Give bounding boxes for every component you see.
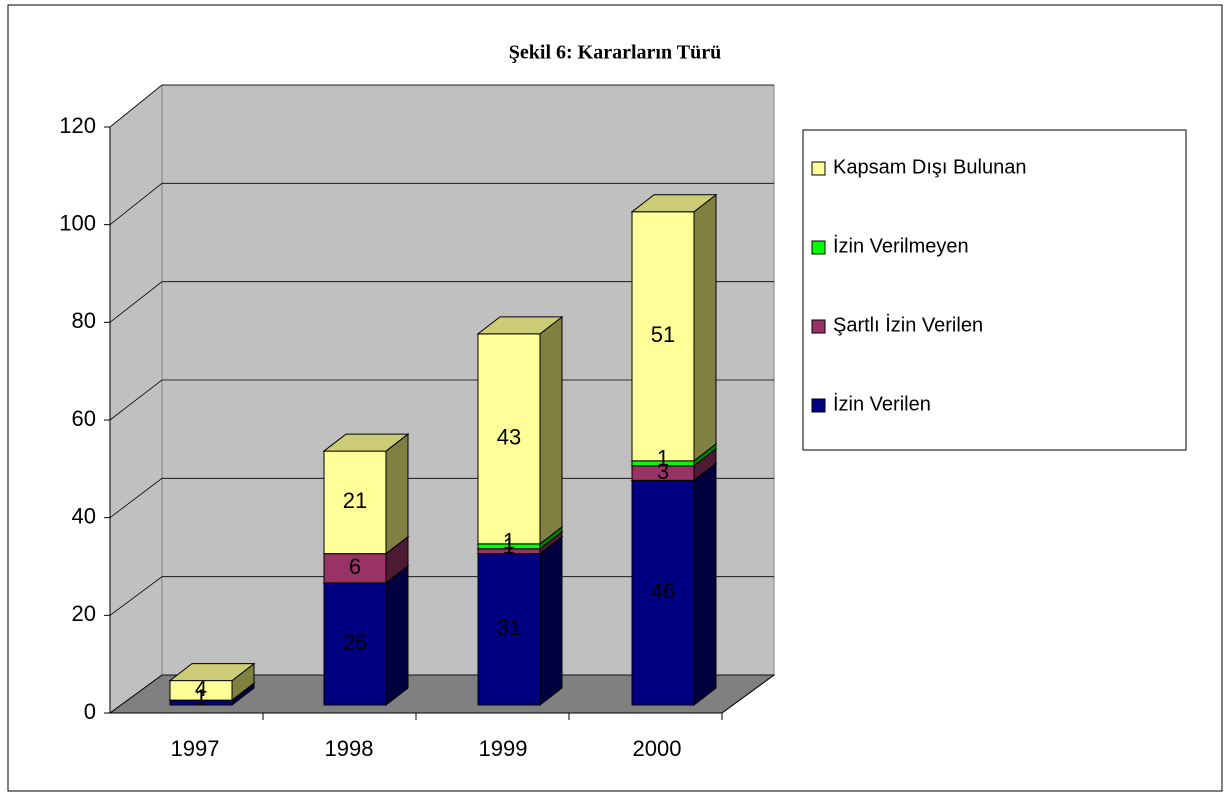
y-tick-label: 120 [59, 113, 96, 138]
grid-line [109, 84, 774, 128]
bar-side [385, 433, 409, 555]
grid-line [109, 281, 774, 323]
y-tick-label: 100 [59, 210, 96, 235]
bar-segment [631, 211, 695, 462]
legend [802, 129, 1187, 451]
data-label: 1 [503, 529, 515, 554]
legend-swatch [811, 240, 826, 255]
data-label: 21 [343, 488, 367, 513]
y-tick-label: 40 [72, 503, 96, 528]
data-label: 31 [497, 615, 521, 640]
grid-line [109, 576, 774, 616]
legend-swatch [811, 398, 826, 413]
data-label: 1 [657, 446, 669, 471]
x-tick-label: 2000 [633, 736, 682, 761]
data-label: 4 [195, 676, 207, 701]
data-label: 3 [657, 459, 669, 484]
grid-line [109, 182, 774, 225]
data-label: 46 [651, 578, 675, 603]
grid-line [109, 477, 774, 518]
y-tick-label: 80 [72, 308, 96, 333]
bar-segment [631, 479, 695, 706]
x-tick-label: 1997 [171, 736, 220, 761]
data-label: 43 [497, 425, 521, 450]
data-label: 1 [503, 533, 515, 558]
bar-segment [477, 553, 541, 706]
data-label: 51 [651, 322, 675, 347]
legend-swatch [811, 161, 826, 176]
grid-line [109, 379, 774, 421]
bar-side [693, 193, 717, 462]
legend-swatch [811, 319, 826, 334]
side-wall [109, 83, 163, 714]
bar-top [630, 194, 718, 213]
bar-top [322, 433, 410, 452]
bar-side [539, 535, 563, 707]
data-label: 25 [343, 630, 367, 655]
bar-top [168, 663, 256, 682]
y-tick-label: 60 [72, 406, 96, 431]
chart-title: Şekil 6: Kararların Türü [509, 42, 721, 64]
x-tick-label: 1998 [325, 736, 374, 761]
y-tick-label: 0 [84, 699, 96, 724]
floor-edge [721, 674, 775, 714]
legend-label: Kapsam Dışı Bulunan [833, 156, 1026, 178]
legend-label: Şartlı İzin Verilen [833, 313, 983, 336]
bar-side [385, 564, 409, 707]
bar-side [693, 462, 717, 707]
bar-side [539, 315, 563, 545]
x-tick-label: 1999 [479, 736, 528, 761]
legend-label: İzin Verilen [833, 392, 931, 415]
data-label: 1 [195, 685, 207, 710]
grid-line [109, 674, 774, 714]
legend-label: İzin Verilmeyen [833, 234, 969, 257]
bar-segment [323, 553, 387, 584]
bar-top [476, 316, 564, 335]
y-tick-label: 20 [72, 601, 96, 626]
data-label: 6 [349, 554, 361, 579]
bar-segment [323, 582, 387, 706]
